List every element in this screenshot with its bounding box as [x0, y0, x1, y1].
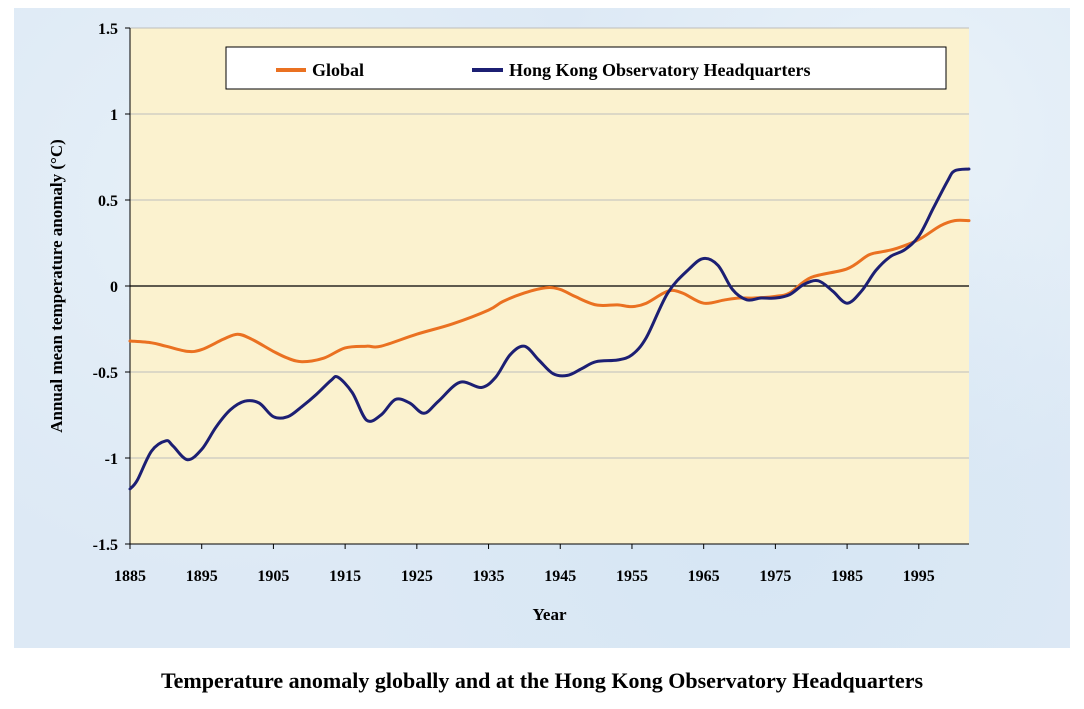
x-tick-label: 1915: [329, 568, 361, 585]
y-tick-label: 1: [110, 107, 118, 124]
y-tick-label: -1: [105, 451, 118, 468]
legend-label: Global: [312, 60, 364, 80]
series-line-global: [128, 218, 971, 364]
x-axis-title: Year: [533, 605, 567, 624]
x-tick-label: 1935: [473, 568, 505, 585]
series-lines: [128, 167, 971, 491]
legend-label: Hong Kong Observatory Headquarters: [509, 60, 811, 80]
x-tick-label: 1905: [257, 568, 289, 585]
x-tick-label: 1985: [831, 568, 863, 585]
y-tick-label: -1.5: [93, 537, 118, 554]
x-tick-label: 1995: [903, 568, 935, 585]
legend: Global Hong Kong Observatory Headquarters: [225, 46, 947, 90]
x-tick-label: 1945: [544, 568, 576, 585]
legend-box: [225, 46, 947, 90]
series-line-hong-kong: [128, 167, 971, 491]
figure-caption: Temperature anomaly globally and at the …: [160, 668, 924, 693]
y-tick-label: 0.5: [98, 193, 118, 210]
y-tick-label: 1.5: [98, 21, 118, 38]
x-tick-label: 1965: [688, 568, 720, 585]
y-tick-label: 0: [110, 279, 118, 296]
x-tick-label: 1885: [114, 568, 146, 585]
x-tick-label: 1975: [759, 568, 791, 585]
x-tick-label: 1895: [186, 568, 218, 585]
y-tick-label: -0.5: [93, 365, 118, 382]
x-tick-label: 1955: [616, 568, 648, 585]
y-axis-title: Annual mean temperature anomaly (°C): [47, 139, 66, 433]
axes: 1.5 1 0.5 0 -0.5 -1 -1.5 1885 1895 1905 1915 1925 19…: [93, 21, 969, 585]
x-tick-label: 1925: [401, 568, 433, 585]
temperature-anomaly-chart: 1.5 1 0.5 0 -0.5 -1 -1.5 1885 1895 1905 1915 1925 19…: [47, 21, 971, 624]
